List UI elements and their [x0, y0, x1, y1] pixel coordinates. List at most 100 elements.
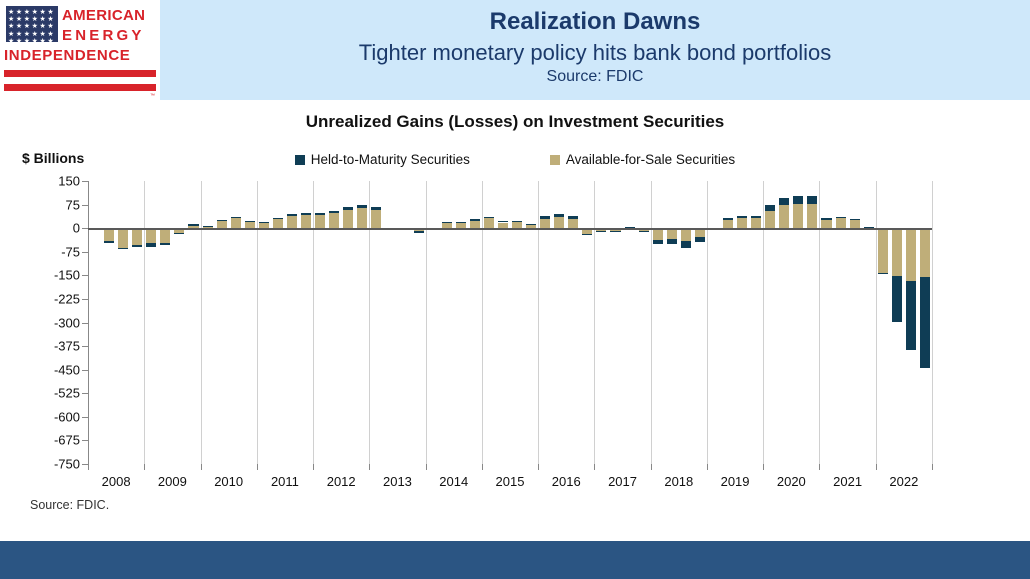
chart-bar-segment [244, 222, 255, 229]
chart-bar-segment [680, 228, 691, 241]
y-axis-tick-label: 75 [65, 197, 80, 213]
brand-logo: ★★★★★★★★★★★★★★★★★★★★★★★★★★★★★★★★★★ AMERI… [0, 0, 160, 101]
chart-bar-segment [919, 277, 931, 369]
year-separator-gridline [819, 181, 821, 464]
chart-bar-segment [385, 229, 396, 231]
y-axis-tick-mark [82, 204, 88, 206]
chart-bar-segment [132, 228, 143, 245]
chart-bar-segment [272, 217, 283, 219]
chart-title: Unrealized Gains (Losses) on Investment … [305, 112, 725, 131]
chart-bar-segment [835, 216, 846, 219]
chart-bar-segment [638, 231, 649, 233]
chart-bar-segment [694, 228, 705, 237]
year-separator-gridline [481, 181, 483, 464]
chart-bar-segment [483, 217, 494, 219]
x-axis-tick-mark [256, 464, 258, 470]
year-separator-gridline [594, 181, 596, 464]
chart-bar-segment [174, 228, 185, 234]
header-subtitle: Tighter monetary policy hits bank bond p… [358, 40, 832, 65]
chart-bar-segment [835, 218, 846, 229]
y-axis-tick-label: -75 [61, 244, 80, 260]
y-axis-tick-label: -600 [53, 409, 80, 425]
brand-trademark: ™ [150, 93, 155, 99]
header-title: Realization Dawns [489, 8, 701, 35]
chart-bar-segment [779, 205, 790, 229]
year-separator-gridline [875, 181, 877, 464]
x-axis-year-label: 2016 [551, 474, 581, 489]
y-axis-tick-label: -750 [53, 456, 80, 472]
x-axis-tick-mark [425, 464, 427, 470]
x-axis-year-label: 2011 [270, 474, 299, 489]
chart-bar-segment [919, 228, 931, 278]
chart-bar-segment [652, 240, 663, 245]
x-axis-tick-mark [313, 464, 315, 470]
chart-bar-segment [300, 213, 312, 215]
y-axis-tick-mark [82, 275, 88, 277]
x-axis-year-label: 2021 [833, 474, 863, 489]
y-axis-tick-mark [82, 346, 88, 348]
y-axis-tick-mark [82, 181, 88, 182]
chart-bar-segment [694, 236, 705, 243]
chart-bar-segment [258, 221, 269, 224]
chart-bar-segment [821, 219, 832, 229]
x-axis-tick-mark [369, 464, 371, 470]
chart-bar-segment [680, 240, 691, 248]
chart-bar-segment [877, 272, 888, 274]
x-axis-year-label: 2022 [889, 474, 919, 489]
year-separator-gridline [706, 181, 708, 464]
chart-bar-segment [357, 207, 368, 229]
chart-bar-segment [315, 212, 326, 215]
chart-bar-segment [160, 242, 171, 245]
y-axis-tick-label: -300 [53, 315, 80, 330]
chart-bar-segment [596, 228, 607, 232]
x-axis-tick-mark [650, 464, 652, 470]
zero-baseline [88, 228, 932, 230]
chart-bar-segment [104, 228, 115, 242]
chart-bar-segment [722, 217, 734, 220]
chart-bar-segment [469, 218, 480, 221]
chart-bar-segment [230, 216, 241, 218]
chart-bar-segment [357, 204, 368, 208]
chart-bar-segment [891, 228, 902, 277]
chart-bar-segment [497, 222, 509, 229]
chart-bar-segment [596, 231, 607, 233]
legend-item-afs[interactable]: Available-for-Sale Securities [549, 152, 736, 167]
header-band [0, 0, 1030, 100]
year-separator-gridline [763, 181, 765, 464]
chart-bar-segment [793, 203, 804, 229]
chart-bar-segment [666, 239, 677, 244]
year-separator-gridline [538, 181, 540, 464]
year-separator-gridline [313, 181, 315, 464]
chart-bar-segment [483, 218, 494, 229]
chart-bar-segment [329, 213, 340, 229]
y-axis-tick-label: -225 [53, 291, 80, 307]
chart-bar-segment [146, 243, 157, 248]
chart-bar-segment [300, 214, 312, 229]
year-separator-gridline [144, 181, 146, 464]
chart-bar-segment [118, 247, 129, 249]
legend-item-htm[interactable]: Held-to-Maturity Securities [294, 152, 470, 167]
chart-bar-segment [455, 223, 466, 229]
brand-line-1: AMERICAN [62, 7, 146, 24]
chart-bar-segment [216, 219, 227, 222]
chart-bar-segment [610, 230, 621, 232]
legend-swatch-htm [294, 154, 305, 165]
chart-bar-segment [315, 214, 326, 229]
chart-bar-segment [455, 221, 466, 224]
brand-stripe-top [4, 70, 156, 77]
chart-bar-segment [554, 214, 565, 217]
chart-bar-segment [751, 218, 762, 229]
y-axis-tick-mark [82, 322, 88, 324]
chart-bar-segment [202, 225, 213, 227]
x-axis-year-label: 2013 [382, 474, 412, 489]
legend-label-afs: Available-for-Sale Securities [565, 152, 736, 167]
year-separator-gridline [369, 181, 371, 464]
chart-bar-segment [441, 222, 452, 224]
y-axis-tick-label: 0 [72, 220, 80, 236]
chart-legend: Held-to-Maturity Securities Available-fo… [0, 152, 1030, 167]
y-axis-tick-label: -675 [53, 432, 80, 448]
chart-bar-segment [371, 209, 382, 229]
header-source: Source: FDIC [546, 68, 644, 85]
y-axis-tick-label: -375 [53, 338, 80, 354]
chart-bar-segment [343, 209, 354, 229]
